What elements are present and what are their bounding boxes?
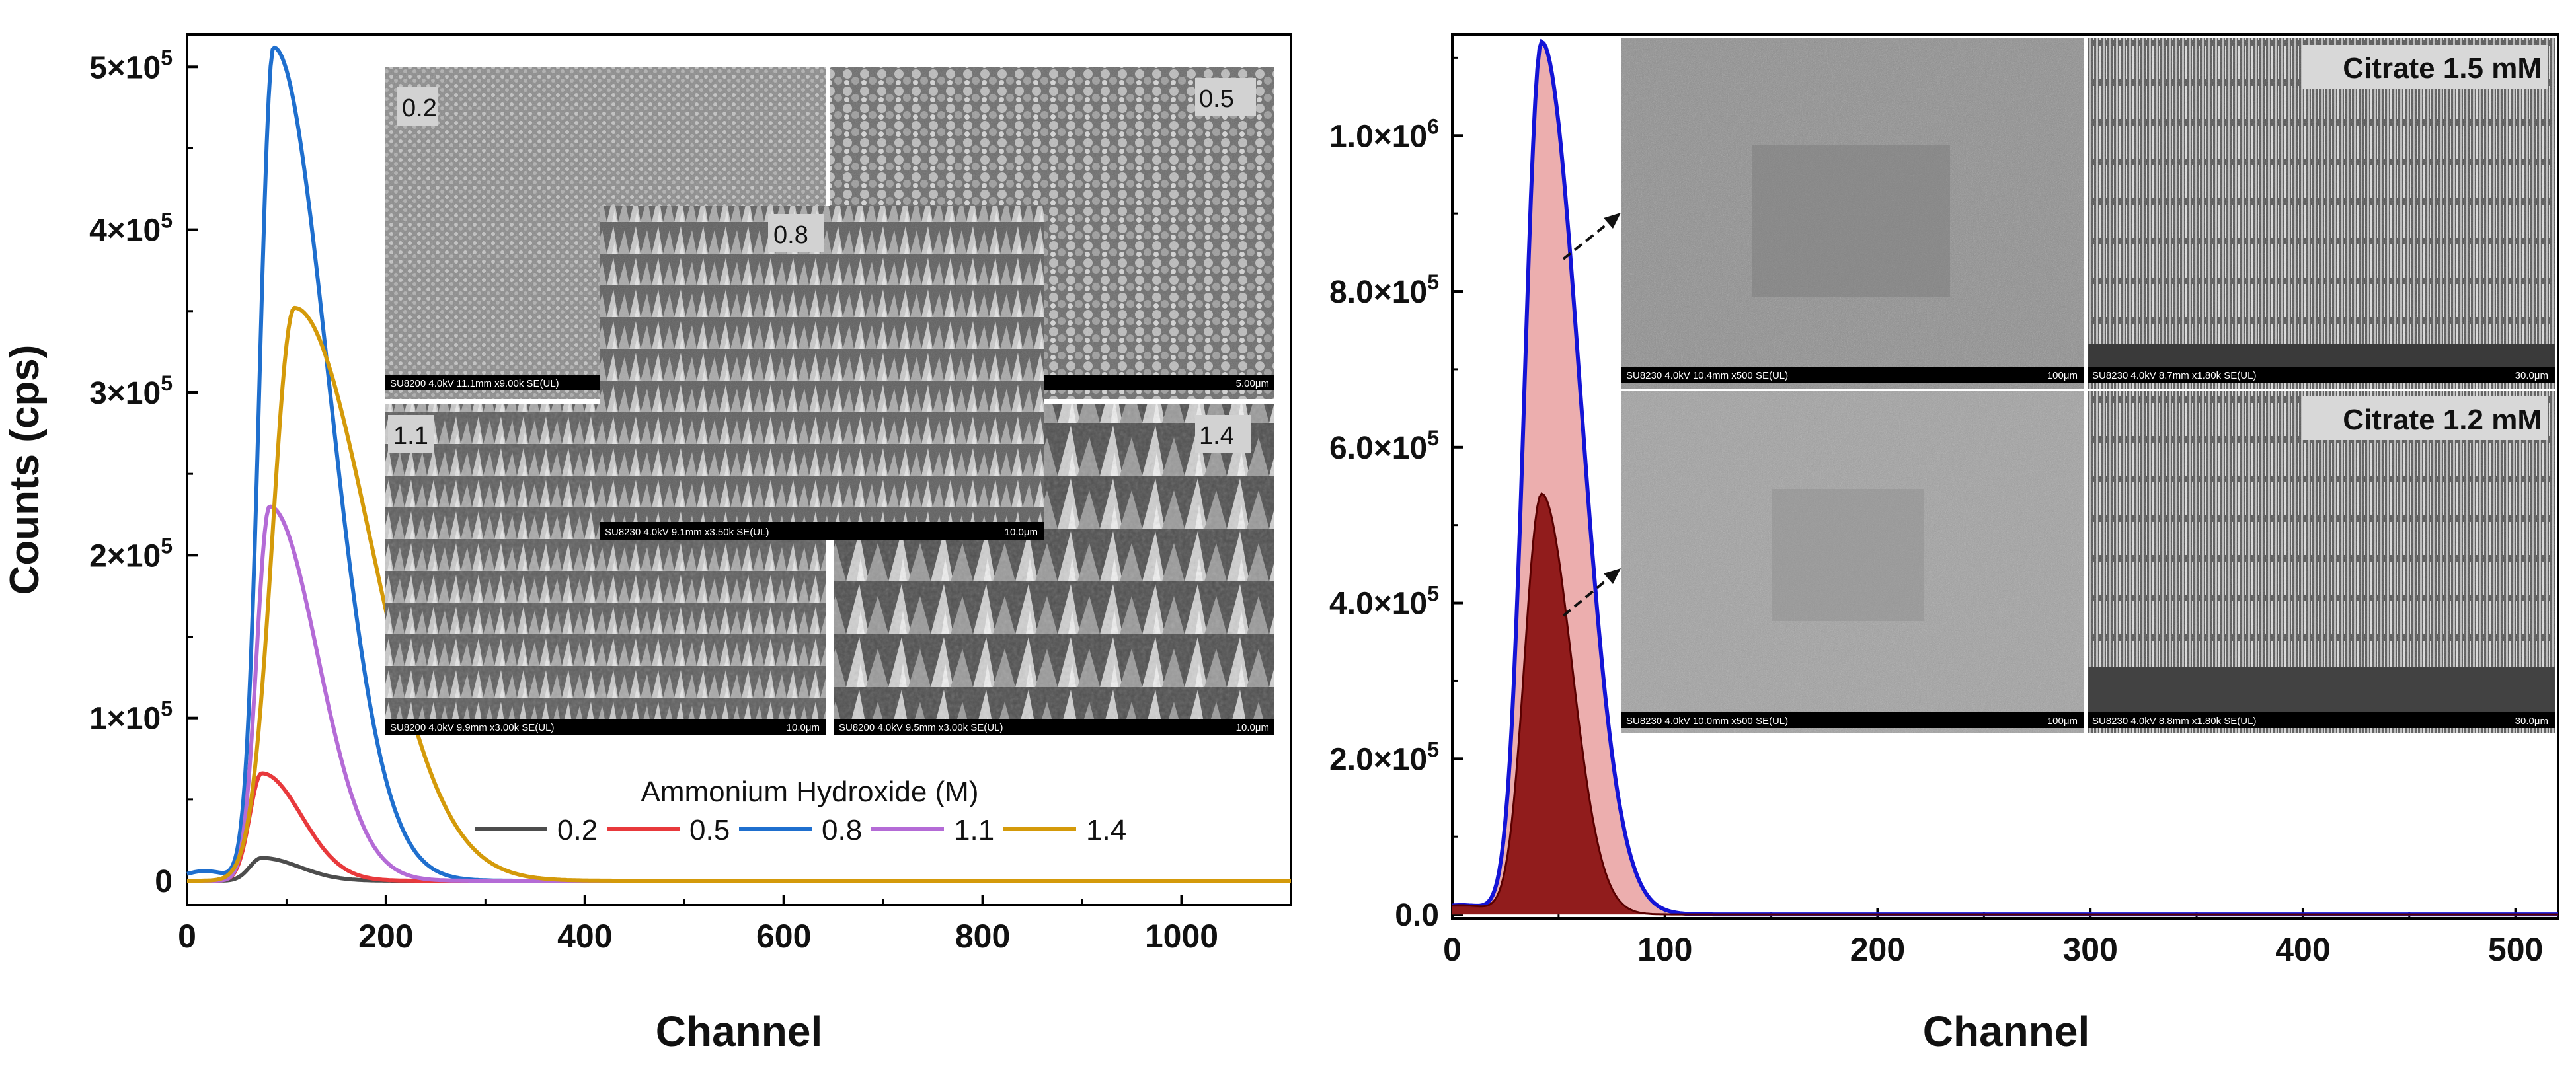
left-y-tick-label: 5×105 bbox=[89, 46, 173, 85]
right-x-tick-label: 500 bbox=[2488, 931, 2543, 968]
right-panel: 0 100 200 300 400 500 0.0 2.0×105 4.0×105 6.0×105… bbox=[1329, 33, 2559, 1055]
right-series-areas bbox=[1452, 38, 2558, 917]
right-y-tick-label: 0.0 bbox=[1395, 898, 1439, 933]
right-y-tick-label: 2.0×105 bbox=[1329, 737, 1439, 777]
sem-scale-0-8: 10.0μm bbox=[1005, 527, 1038, 538]
left-y-axis-label: Counts (cps) bbox=[2, 345, 48, 595]
sem-top-left: SU8230 4.0kV 10.4mm x500 SE(UL) 100μm bbox=[1621, 38, 2084, 388]
left-panel: 0 200 400 600 800 1000 0 1×105 2×105 3×105 4×105 5×… bbox=[2, 33, 1292, 1055]
legend-label-0.5: 0.5 bbox=[689, 814, 730, 846]
sem-top-left-scale: 100μm bbox=[2047, 370, 2078, 381]
sem-label-0-8: 0.8 bbox=[773, 221, 808, 249]
right-area-edge-1 bbox=[1452, 492, 2558, 916]
sem-bottom-left-scale: 100μm bbox=[2047, 716, 2078, 727]
right-x-axis-label: Channel bbox=[1923, 1008, 2089, 1055]
sem-top-right: Citrate 1.5 mM SU8230 4.0kV 8.7mm x1.80k… bbox=[2088, 38, 2555, 388]
sem-bottom-right: Citrate 1.2 mM SU8230 4.0kV 8.8mm x1.80k… bbox=[2088, 391, 2555, 733]
sem-top-right-scale: 30.0μm bbox=[2515, 370, 2548, 381]
left-sem-inset-group: 0.2 SU8200 4.0kV 11.1mm x9.00k SE(UL) 0.… bbox=[385, 67, 1274, 735]
sem-scale-1-4: 10.0μm bbox=[1236, 722, 1269, 733]
right-sem-inset-group: SU8230 4.0kV 10.4mm x500 SE(UL) 100μm Ci… bbox=[1562, 38, 2555, 733]
arrow-head-top bbox=[1604, 213, 1621, 229]
sem-label-0-2: 0.2 bbox=[402, 94, 437, 122]
right-area-fill-1 bbox=[1452, 494, 2558, 915]
sem-label-1-4: 1.4 bbox=[1199, 422, 1234, 450]
right-y-tick-label: 6.0×105 bbox=[1329, 426, 1439, 466]
sem-scale-0-5: 5.00μm bbox=[1236, 378, 1269, 389]
left-x-axis-label: Channel bbox=[656, 1008, 822, 1055]
arrow-head-bottom bbox=[1604, 568, 1621, 584]
right-x-tick-label: 0 bbox=[1443, 931, 1462, 968]
left-y-tick-label: 3×105 bbox=[89, 371, 173, 411]
left-series-lines bbox=[186, 45, 1291, 883]
sem-label-0-5: 0.5 bbox=[1199, 85, 1234, 113]
sem-info-0-8: SU8230 4.0kV 9.1mm x3.50k SE(UL) bbox=[605, 527, 769, 538]
left-y-tick-label: 4×105 bbox=[89, 209, 173, 248]
right-x-tick-label: 300 bbox=[2062, 931, 2117, 968]
right-y-tick-label: 8.0×105 bbox=[1329, 270, 1439, 310]
sem-info-1-4: SU8200 4.0kV 9.5mm x3.00k SE(UL) bbox=[839, 722, 1003, 733]
sem-label-1-1: 1.1 bbox=[393, 422, 428, 450]
inset-pointer-arrows bbox=[1562, 213, 1621, 617]
right-x-tick-label: 200 bbox=[1850, 931, 1905, 968]
sem-bottom-right-label: Citrate 1.2 mM bbox=[2343, 404, 2542, 436]
left-x-tick-label: 800 bbox=[955, 918, 1010, 955]
left-y-tick-label: 1×105 bbox=[89, 697, 173, 737]
right-y-tick-label: 1.0×106 bbox=[1329, 114, 1439, 154]
sem-bottom-right-scale: 30.0μm bbox=[2515, 716, 2548, 727]
right-x-tick-label: 100 bbox=[1637, 931, 1692, 968]
legend-label-1.4: 1.4 bbox=[1086, 814, 1126, 846]
left-x-tick-label: 600 bbox=[756, 918, 811, 955]
left-series-line-0.2 bbox=[187, 856, 1291, 883]
sem-info-0-2: SU8200 4.0kV 11.1mm x9.00k SE(UL) bbox=[390, 378, 559, 389]
sem-top-left-info: SU8230 4.0kV 10.4mm x500 SE(UL) bbox=[1626, 370, 1788, 381]
sem-image-0-8: 0.8 SU8230 4.0kV 9.1mm x3.50k SE(UL) 10.… bbox=[600, 206, 1044, 540]
right-axis-ticks: 0 100 200 300 400 500 0.0 2.0×105 4.0×105 6.0×105… bbox=[1329, 56, 2543, 968]
right-y-tick-label: 4.0×105 bbox=[1329, 582, 1439, 622]
arrow-to-bottom-inset bbox=[1562, 574, 1614, 617]
left-plot-frame bbox=[186, 33, 1292, 906]
left-x-tick-label: 400 bbox=[557, 918, 612, 955]
sem-top-right-label: Citrate 1.5 mM bbox=[2343, 52, 2542, 85]
left-x-tick-label: 0 bbox=[178, 918, 196, 955]
right-x-tick-label: 400 bbox=[2275, 931, 2330, 968]
arrow-to-top-inset bbox=[1562, 218, 1614, 260]
legend-title: Ammonium Hydroxide (M) bbox=[641, 776, 979, 808]
legend-label-0.2: 0.2 bbox=[557, 814, 598, 846]
sem-bottom-left-info: SU8230 4.0kV 10.0mm x500 SE(UL) bbox=[1626, 716, 1788, 727]
right-plot-frame bbox=[1451, 33, 2559, 920]
left-y-tick-label: 2×105 bbox=[89, 534, 173, 574]
sem-scale-1-1: 10.0μm bbox=[787, 722, 820, 733]
sem-top-right-info: SU8230 4.0kV 8.7mm x1.80k SE(UL) bbox=[2092, 370, 2256, 381]
left-x-tick-label: 200 bbox=[358, 918, 413, 955]
left-y-tick-label: 0 bbox=[155, 864, 173, 899]
left-legend: Ammonium Hydroxide (M) 0.2 0.5 0.8 1.1 1.4 bbox=[475, 776, 1126, 846]
left-axis-ticks: 0 200 400 600 800 1000 0 1×105 2×105 3×105 4×105 5×… bbox=[89, 46, 1218, 955]
sem-info-1-1: SU8200 4.0kV 9.9mm x3.00k SE(UL) bbox=[390, 722, 554, 733]
left-x-tick-label: 1000 bbox=[1145, 918, 1218, 955]
legend-label-0.8: 0.8 bbox=[822, 814, 862, 846]
legend-label-1.1: 1.1 bbox=[954, 814, 994, 846]
sem-bottom-right-info: SU8230 4.0kV 8.8mm x1.80k SE(UL) bbox=[2092, 716, 2256, 727]
sem-bottom-left: SU8230 4.0kV 10.0mm x500 SE(UL) 100μm bbox=[1621, 391, 2084, 733]
left-series-line-1.4 bbox=[187, 305, 1291, 883]
